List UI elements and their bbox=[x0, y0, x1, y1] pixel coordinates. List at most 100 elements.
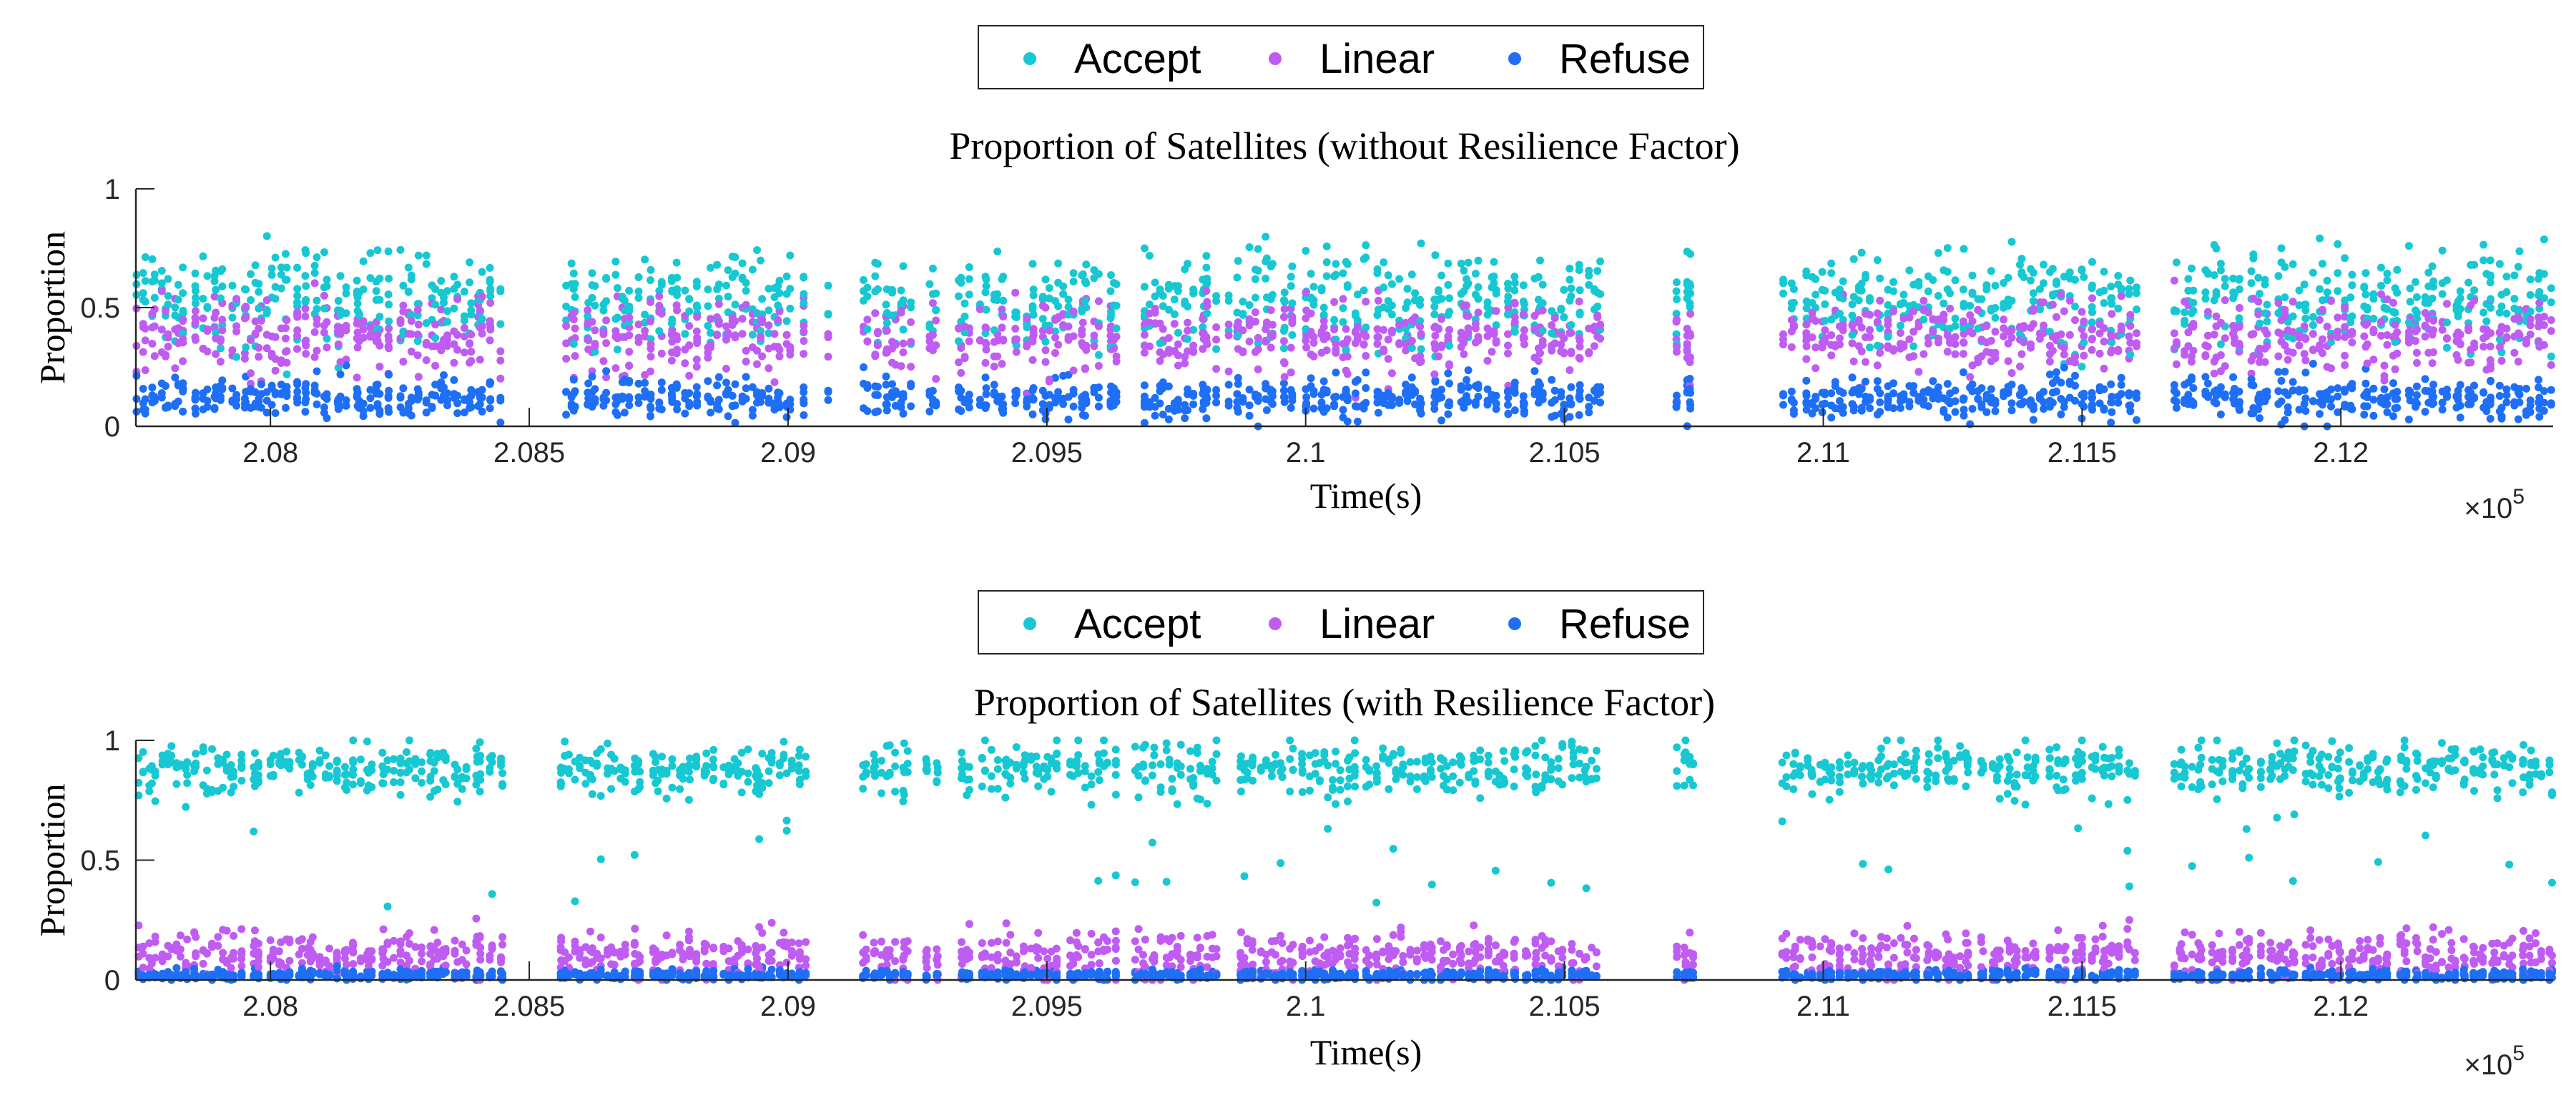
data-point-linear bbox=[2071, 316, 2079, 324]
data-point-refuse bbox=[2456, 401, 2464, 410]
data-point-linear bbox=[1435, 324, 1442, 333]
data-point-linear bbox=[2216, 351, 2225, 359]
data-point-linear bbox=[1288, 319, 1297, 328]
data-point-refuse bbox=[1202, 414, 1211, 423]
data-point-refuse bbox=[413, 393, 422, 401]
data-point-accept bbox=[212, 328, 220, 337]
data-point-linear bbox=[308, 953, 317, 962]
data-point-refuse bbox=[355, 398, 363, 407]
data-point-linear bbox=[460, 324, 468, 332]
data-point-accept bbox=[758, 295, 767, 303]
data-point-linear bbox=[758, 352, 767, 361]
data-point-refuse bbox=[707, 408, 714, 417]
data-point-accept bbox=[218, 282, 227, 290]
data-point-linear bbox=[1360, 340, 1368, 349]
data-point-refuse bbox=[203, 396, 212, 405]
data-point-accept bbox=[1951, 314, 1960, 323]
data-point-refuse bbox=[584, 394, 593, 403]
data-point-accept bbox=[1082, 303, 1091, 312]
data-point-refuse bbox=[1109, 401, 1118, 410]
data-point-accept bbox=[2263, 300, 2271, 309]
data-point-linear bbox=[1520, 326, 1528, 334]
data-point-linear bbox=[486, 299, 495, 307]
data-point-accept bbox=[293, 292, 302, 300]
data-point-accept bbox=[2254, 273, 2263, 282]
data-point-refuse bbox=[1899, 393, 1908, 402]
data-point-accept bbox=[1038, 293, 1047, 301]
data-point-accept bbox=[704, 322, 712, 330]
data-point-linear bbox=[2369, 328, 2378, 337]
data-point-accept bbox=[800, 299, 808, 308]
data-point-accept bbox=[476, 775, 485, 784]
data-point-linear bbox=[313, 315, 321, 323]
data-point-accept bbox=[2540, 270, 2548, 278]
data-point-linear bbox=[1309, 338, 1318, 347]
data-point-accept bbox=[2456, 287, 2464, 295]
data-point-linear bbox=[1802, 355, 1811, 363]
data-point-accept bbox=[2172, 307, 2181, 315]
data-point-linear bbox=[1082, 345, 1091, 354]
data-point-linear bbox=[2383, 340, 2391, 349]
data-point-accept bbox=[2502, 309, 2511, 318]
data-point-refuse bbox=[1444, 369, 1452, 378]
data-point-linear bbox=[486, 336, 494, 345]
data-point-refuse bbox=[1094, 393, 1103, 402]
data-point-accept bbox=[2053, 278, 2060, 285]
data-point-accept bbox=[440, 293, 448, 302]
x-tick-label: 2.1 bbox=[1286, 437, 1326, 469]
data-point-linear bbox=[1959, 317, 1967, 325]
data-point-linear bbox=[1339, 295, 1347, 303]
data-point-accept bbox=[567, 259, 576, 268]
data-point-linear bbox=[2502, 324, 2511, 333]
data-point-accept bbox=[1430, 303, 1439, 311]
data-point-linear bbox=[1575, 353, 1583, 362]
data-point-accept bbox=[1504, 280, 1512, 288]
data-point-accept bbox=[441, 780, 450, 789]
data-point-refuse bbox=[1164, 382, 1173, 391]
data-point-linear bbox=[183, 935, 192, 943]
data-point-linear bbox=[1417, 357, 1425, 366]
data-point-accept bbox=[1112, 324, 1121, 333]
data-point-accept bbox=[925, 280, 934, 288]
data-point-accept bbox=[478, 315, 486, 323]
data-point-linear bbox=[1330, 298, 1339, 306]
data-point-linear bbox=[364, 961, 373, 970]
data-point-accept bbox=[157, 267, 166, 275]
data-point-refuse bbox=[1808, 409, 1817, 418]
data-point-refuse bbox=[262, 408, 271, 417]
data-point-linear bbox=[218, 326, 227, 335]
data-point-linear bbox=[2048, 300, 2057, 309]
data-point-linear bbox=[2535, 298, 2544, 307]
data-point-accept bbox=[1585, 271, 1593, 280]
data-point-linear bbox=[1548, 341, 1556, 350]
data-point-accept bbox=[405, 757, 413, 765]
data-point-linear bbox=[2391, 331, 2399, 340]
data-point-linear bbox=[418, 949, 426, 958]
data-point-refuse bbox=[353, 388, 362, 397]
data-point-refuse bbox=[1968, 387, 1977, 396]
data-point-accept bbox=[1567, 320, 1575, 329]
data-point-refuse bbox=[673, 405, 682, 413]
data-point-linear bbox=[1873, 309, 1882, 318]
data-point-accept bbox=[390, 778, 398, 786]
data-point-accept bbox=[237, 757, 246, 765]
data-point-refuse bbox=[1575, 381, 1584, 389]
data-point-accept bbox=[681, 286, 689, 295]
data-point-linear bbox=[2470, 343, 2479, 352]
data-point-linear bbox=[2327, 364, 2335, 373]
data-point-accept bbox=[1943, 244, 1952, 253]
data-point-accept bbox=[1164, 305, 1173, 314]
data-point-linear bbox=[1889, 307, 1898, 315]
data-point-linear bbox=[2274, 352, 2283, 361]
data-point-accept bbox=[2201, 288, 2210, 297]
data-point-linear bbox=[571, 352, 579, 361]
data-point-accept bbox=[685, 295, 694, 303]
data-point-linear bbox=[2053, 313, 2060, 321]
data-point-accept bbox=[748, 330, 757, 339]
data-point-refuse bbox=[1380, 391, 1388, 400]
data-point-linear bbox=[1946, 304, 1955, 313]
data-point-accept bbox=[313, 253, 321, 262]
data-point-refuse bbox=[396, 392, 405, 401]
data-point-accept bbox=[1184, 260, 1192, 268]
data-point-linear bbox=[1899, 343, 1908, 351]
